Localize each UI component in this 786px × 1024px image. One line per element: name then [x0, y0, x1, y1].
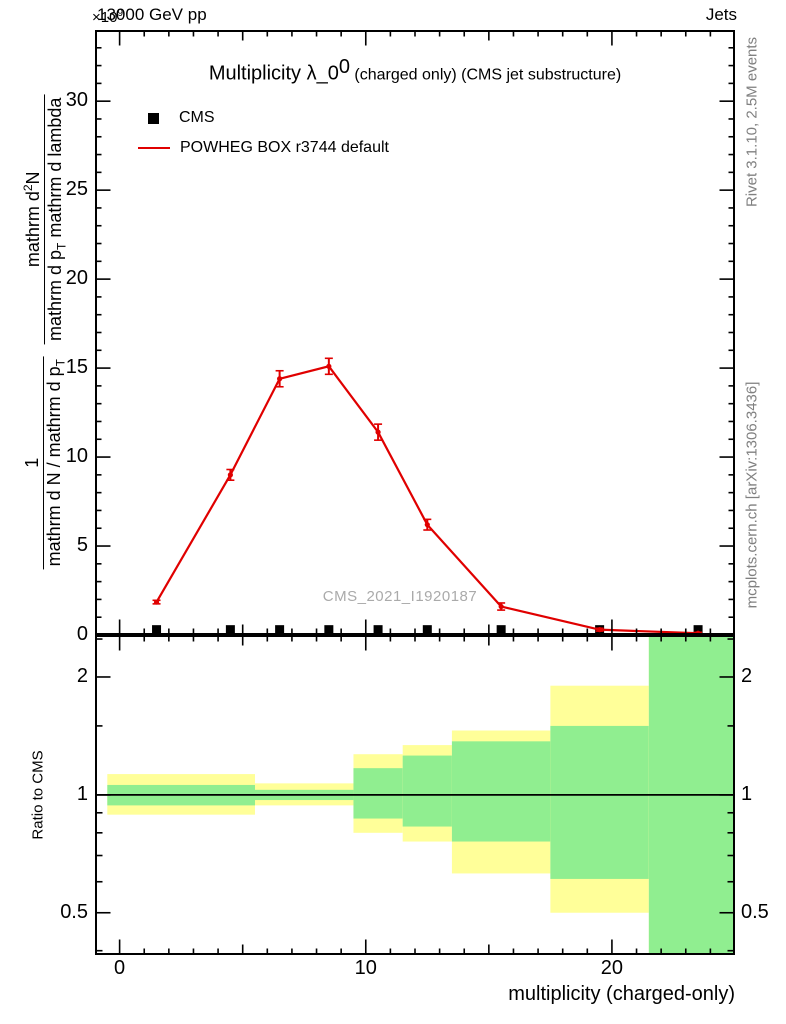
main-panel-frame: [95, 30, 735, 635]
analysis-id-watermark: CMS_2021_I1920187: [322, 588, 478, 605]
ratio-y-tick-label-left: 2: [76, 664, 88, 687]
plot-title-superscript: 0: [338, 56, 350, 78]
scale-exponent: 9: [117, 8, 124, 19]
x-axis-label: multiplicity (charged-only): [508, 983, 735, 1005]
x-tick-label: 20: [600, 957, 624, 979]
ratio-y-tick-label-right: 2: [741, 664, 753, 687]
legend: CMS POWHEG BOX r3744 default: [138, 103, 389, 163]
y-axis-scale-note: ×109: [92, 8, 123, 26]
legend-label-cms: CMS: [179, 109, 215, 126]
ratio-y-tick-label-right: 0.5: [741, 900, 769, 923]
main-y-axis-label: 1 mathrm d N / mathrm d pT mathrm d2N ma…: [21, 94, 69, 570]
ratio-y-axis-ticks: [96, 638, 734, 952]
ylabel-text: mathrm d: [23, 191, 44, 268]
main-y-tick-label: 5: [76, 534, 88, 557]
ratio-panel-frame: [95, 635, 735, 955]
x-axis-ticks: [118, 31, 712, 634]
plot-title-observable: Multiplicity λ_0: [208, 62, 339, 85]
ratio-y-tick-label-left: 0.5: [60, 900, 88, 923]
mcplots-attribution-note: mcplots.cern.ch [arXiv:1306.3436]: [743, 381, 761, 609]
x-tick-label: 0: [114, 957, 126, 979]
scale-base: ×10: [92, 9, 118, 26]
legend-item-cms: CMS: [138, 103, 389, 133]
main-y-tick-label: 15: [65, 356, 88, 379]
ratio-y-tick-label-left: 1: [76, 782, 88, 805]
mc-prediction-curve: [152, 357, 703, 636]
ratio-y-tick-label-right: 1: [741, 782, 753, 805]
plot-title-qualifier: (charged only) (CMS jet substructure): [349, 66, 622, 84]
plot-title: Multiplicity λ_00 (charged only) (CMS je…: [95, 56, 735, 85]
legend-label-powheg: POWHEG BOX r3744 default: [180, 139, 389, 156]
main-y-tick-label: 25: [65, 178, 88, 201]
cms-square-marker-swatch: [148, 112, 159, 124]
x-tick-label: 10: [354, 957, 377, 979]
ylabel-text: mathrm d p: [45, 249, 66, 342]
x-axis-ticks: [118, 636, 712, 954]
rivet-version-note: Rivet 3.1.10, 2.5M events: [743, 36, 761, 208]
ylabel-text: mathrm d lambda: [45, 97, 66, 243]
ylabel-subscript: T: [54, 242, 69, 250]
main-y-tick-label: 0: [76, 623, 88, 645]
main-y-tick-label: 10: [65, 445, 88, 468]
ylabel-main-denominator: mathrm d pT mathrm d lambda: [44, 94, 69, 345]
main-y-tick-label: 30: [65, 89, 88, 112]
main-plot-svg: [95, 30, 735, 636]
ylabel-main-fraction: mathrm d2N mathrm d pT mathrm d lambda: [21, 94, 69, 345]
powheg-line-swatch: [138, 147, 170, 149]
main-y-tick-label: 20: [65, 267, 88, 290]
ratio-plot-svg: [95, 635, 735, 955]
beam-energy-label: 13000 GeV pp: [97, 5, 207, 24]
legend-item-powheg: POWHEG BOX r3744 default: [138, 133, 389, 163]
ylabel-superscript: 2: [21, 184, 36, 192]
analysis-topic-label: Jets: [705, 5, 737, 24]
main-y-axis-ticks: [96, 46, 734, 619]
